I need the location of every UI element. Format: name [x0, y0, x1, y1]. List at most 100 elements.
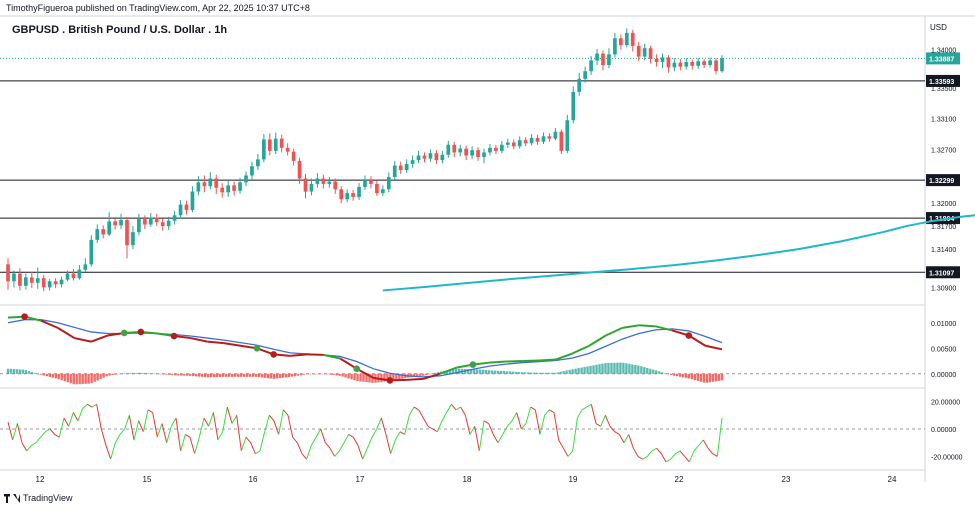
- candle[interactable]: [172, 210, 177, 225]
- candle[interactable]: [696, 58, 701, 69]
- candle[interactable]: [202, 175, 207, 193]
- candle[interactable]: [672, 58, 677, 72]
- candle[interactable]: [541, 132, 546, 145]
- candle[interactable]: [434, 150, 439, 164]
- candle[interactable]: [351, 190, 355, 201]
- candle[interactable]: [357, 183, 361, 200]
- candle[interactable]: [624, 28, 629, 48]
- candle[interactable]: [636, 42, 641, 62]
- candle[interactable]: [71, 268, 76, 281]
- candle[interactable]: [53, 278, 58, 289]
- candle[interactable]: [89, 235, 94, 267]
- candle[interactable]: [523, 137, 528, 147]
- candle[interactable]: [422, 152, 427, 163]
- candle[interactable]: [196, 176, 201, 196]
- candle[interactable]: [601, 50, 605, 71]
- candle[interactable]: [107, 212, 111, 237]
- candle[interactable]: [315, 173, 320, 188]
- candle[interactable]: [190, 186, 195, 213]
- candle[interactable]: [327, 176, 332, 188]
- macd-cross-marker[interactable]: [469, 361, 477, 368]
- candle[interactable]: [577, 72, 582, 96]
- macd-cross-marker[interactable]: [270, 351, 277, 358]
- macd-cross-marker[interactable]: [120, 329, 128, 337]
- macd-cross-marker[interactable]: [170, 332, 178, 340]
- candle[interactable]: [35, 267, 40, 289]
- candle[interactable]: [583, 66, 587, 83]
- candle[interactable]: [178, 199, 183, 219]
- candle[interactable]: [464, 145, 468, 161]
- macd-cross-marker[interactable]: [253, 344, 261, 352]
- candle[interactable]: [381, 185, 385, 197]
- candle[interactable]: [291, 148, 296, 166]
- candle[interactable]: [101, 225, 106, 239]
- candle[interactable]: [119, 213, 123, 230]
- candle[interactable]: [482, 148, 486, 164]
- macd-cross-marker[interactable]: [21, 313, 28, 320]
- candle[interactable]: [529, 134, 534, 146]
- candle[interactable]: [428, 149, 433, 162]
- candle[interactable]: [262, 134, 266, 163]
- candle[interactable]: [714, 58, 718, 75]
- candle[interactable]: [208, 172, 213, 190]
- candle[interactable]: [24, 273, 28, 290]
- candle[interactable]: [29, 272, 34, 289]
- candle[interactable]: [654, 54, 659, 67]
- candle[interactable]: [553, 127, 558, 141]
- candle[interactable]: [267, 133, 272, 156]
- candle[interactable]: [559, 129, 564, 154]
- candle[interactable]: [613, 32, 617, 58]
- candle[interactable]: [684, 58, 689, 70]
- candle[interactable]: [131, 226, 135, 250]
- candle[interactable]: [226, 180, 230, 197]
- candle[interactable]: [113, 216, 117, 230]
- candle[interactable]: [666, 55, 671, 73]
- candle[interactable]: [410, 155, 415, 168]
- candle[interactable]: [446, 140, 451, 158]
- candle[interactable]: [595, 48, 599, 66]
- candle[interactable]: [648, 45, 653, 64]
- candle[interactable]: [494, 144, 498, 154]
- candle[interactable]: [279, 134, 284, 153]
- candle[interactable]: [440, 150, 445, 164]
- candle[interactable]: [660, 53, 665, 69]
- candle[interactable]: [404, 159, 409, 174]
- candle[interactable]: [708, 57, 712, 68]
- candle[interactable]: [160, 218, 165, 231]
- candle[interactable]: [476, 147, 480, 161]
- candle[interactable]: [339, 186, 344, 204]
- candle[interactable]: [12, 270, 16, 288]
- candle[interactable]: [386, 172, 391, 193]
- macd-cross-marker[interactable]: [137, 328, 145, 336]
- candle[interactable]: [238, 177, 242, 194]
- candle[interactable]: [309, 178, 314, 196]
- candle[interactable]: [345, 189, 349, 203]
- candle[interactable]: [214, 174, 219, 194]
- candle[interactable]: [678, 58, 683, 71]
- candle[interactable]: [517, 136, 522, 149]
- candle[interactable]: [83, 258, 88, 273]
- candle[interactable]: [154, 213, 159, 227]
- candle[interactable]: [18, 268, 22, 291]
- candle[interactable]: [511, 139, 516, 150]
- candle[interactable]: [607, 48, 611, 69]
- candle[interactable]: [642, 43, 647, 61]
- candle[interactable]: [59, 276, 64, 288]
- candle[interactable]: [95, 224, 100, 243]
- chart-canvas[interactable]: USD 1.335931.322991.318041.310971.33887 …: [0, 0, 975, 490]
- candle[interactable]: [535, 134, 540, 145]
- candle[interactable]: [571, 86, 576, 124]
- candle[interactable]: [589, 55, 593, 76]
- candle[interactable]: [273, 132, 278, 154]
- moving-average-line[interactable]: [382, 211, 975, 292]
- candle[interactable]: [398, 161, 403, 174]
- candle[interactable]: [458, 144, 463, 157]
- candle[interactable]: [137, 213, 141, 236]
- candle[interactable]: [220, 183, 225, 198]
- candle[interactable]: [488, 144, 492, 156]
- candle[interactable]: [333, 178, 338, 194]
- candle[interactable]: [184, 200, 189, 215]
- candle[interactable]: [505, 138, 510, 148]
- candle[interactable]: [125, 216, 129, 259]
- candle[interactable]: [369, 176, 373, 189]
